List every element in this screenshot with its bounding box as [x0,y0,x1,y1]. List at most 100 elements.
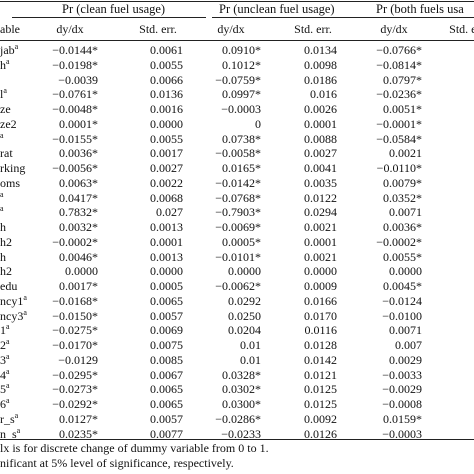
variable-label: 5 [0,382,6,397]
cell-c4: 0.0294 [304,205,337,220]
cell-c3: 0.0910* [222,43,261,57]
group-header-both: Pr (both fuels usa [376,2,464,16]
cell-c3: 0.1012* [222,57,261,72]
cell-c1: −0.0155* [52,131,98,146]
col-dydx-both: dy/dx [380,22,408,36]
cell-c4: 0.0000 [304,264,337,279]
cell-c4: 0.0125 [304,382,337,397]
variable-superscript: a [6,396,10,405]
cell-c5: 0.0071 [389,323,422,338]
cell-c2: 0.0016 [150,102,183,116]
cell-c2: 0.0077 [150,426,183,441]
variable-name: ncy3a [0,308,27,324]
cell-c2: 0.0061 [150,43,183,57]
cell-c5: 0.007 [395,338,422,352]
variable-name: 6a [0,397,10,412]
variable-superscript: a [6,351,10,361]
cell-c1: −0.0129 [58,352,98,367]
cell-c1: 0.0046* [59,249,98,264]
cell-c4: 0.0098 [304,57,337,72]
cell-c4: 0.0170 [304,308,337,323]
cell-c5: 0.0036* [383,220,422,234]
variable-superscript: a [6,322,10,332]
cell-c2: 0.0066 [150,72,183,87]
cell-c2: 0.0136 [150,87,183,102]
cell-c3: −0.0142* [215,175,261,190]
header-rule [0,40,474,41]
variable-superscript: a [6,366,10,376]
cell-c3: 0.0250 [228,308,261,323]
col-stderr-both: Std. err. [449,22,474,36]
cell-c3: −0.0768* [215,190,261,205]
variable-name: a [0,190,4,206]
variable-label: l [0,87,4,102]
cell-c5: −0.0110* [376,161,422,175]
cell-c3: 0.0005* [222,234,261,249]
col-dydx-clean: dy/dx [56,22,84,36]
cell-c5: −0.0033 [382,367,422,382]
cell-c2: 0.0017 [150,146,183,161]
variable-name: 4a [0,366,10,383]
cell-c2: 0.0069 [150,323,183,338]
variable-superscript: a [14,410,19,420]
cell-c3: 0 [255,116,261,131]
variable-name: r_sa [0,410,19,427]
variable-name: 1a [0,323,10,338]
cell-c4: 0.0088 [304,131,337,146]
variable-name: ncy1a [0,293,27,309]
cell-c2: 0.0022 [150,175,183,190]
variable-name: ze2 [0,117,17,132]
table-row: jaba−0.0144*0.00610.0910*0.0134−0.0766*0… [0,43,474,58]
cell-c1: 0.0032* [59,220,98,234]
variable-superscript: a [14,42,19,51]
cell-c4: 0.0121 [304,367,337,382]
cell-c3: −0.0003 [221,102,261,116]
variable-label: r_s [0,411,15,426]
variable-name: h2 [0,235,12,250]
variable-name: h2 [0,264,12,279]
cell-c4: 0.0142 [304,352,337,367]
cell-c1: −0.0198* [52,57,98,72]
cell-c2: 0.0057 [150,411,183,426]
cell-c3: −0.0286* [215,411,261,426]
cell-c1: 0.0417* [59,190,98,205]
group-rule-both [366,17,474,18]
cell-c5: −0.0001* [376,116,422,131]
cell-c2: 0.0067 [150,367,183,382]
variable-label: edu [0,279,18,293]
variable-superscript: a [6,56,10,66]
variable-label: rat [0,146,13,161]
cell-c4: 0.0026 [304,102,337,116]
variable-name: jaba [0,43,18,58]
cell-c3: −0.0058* [215,146,261,161]
cell-c5: −0.0124 [382,293,422,308]
variable-name: rat [0,146,13,161]
cell-c1: 0.0063* [59,175,98,190]
cell-c4: 0.0021 [304,220,337,234]
variable-label: ncy3 [0,308,24,323]
cell-c2: 0.0055 [150,57,183,72]
cell-c2: 0.0075 [150,338,183,352]
cell-c3: 0.01 [240,338,261,352]
variable-superscript: a [3,86,7,96]
table-row: ncy1a−0.0168*0.00650.02920.0166−0.01240.… [0,293,474,309]
variable-label: 2 [0,338,6,352]
cell-c5: −0.0100 [382,308,422,323]
cell-c3: −0.0062* [215,279,261,293]
cell-c5: 0.0021 [389,146,422,161]
cell-c5: −0.0029 [382,382,422,397]
cell-c5: −0.0003 [382,426,422,441]
variable-name: h [0,220,6,235]
col-dydx-unclean: dy/dx [217,22,245,36]
